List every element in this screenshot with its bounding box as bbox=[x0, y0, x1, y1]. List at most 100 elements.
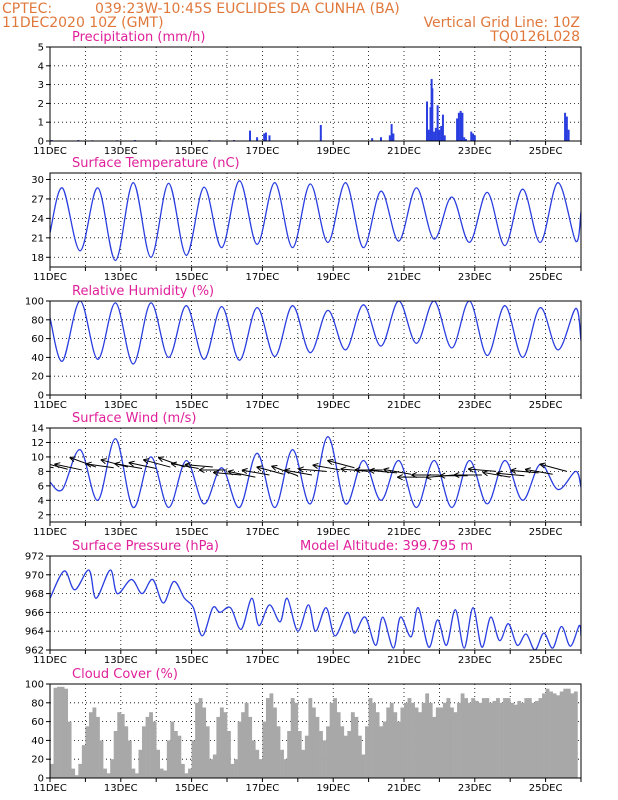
cloud-bar bbox=[442, 702, 447, 778]
wind-arrow bbox=[312, 462, 341, 471]
pressure-ytick-label: 972 bbox=[25, 552, 44, 563]
cloud-bar bbox=[421, 702, 426, 778]
cloud-bar bbox=[326, 726, 330, 778]
cloud-bar bbox=[166, 740, 171, 778]
cloud-bar bbox=[411, 702, 415, 778]
cloud-bar bbox=[510, 702, 515, 778]
precip-xtick-label: 19DEC bbox=[316, 146, 350, 157]
precip-bar bbox=[434, 127, 437, 141]
cloud-bar bbox=[170, 721, 175, 778]
temp-xtick-label: 17DEC bbox=[246, 272, 280, 283]
wind-xtick-label: 25DEC bbox=[529, 527, 563, 538]
wind-ytick-label: 4 bbox=[38, 496, 44, 507]
cloud-bar bbox=[244, 702, 249, 778]
cloud-bar bbox=[517, 700, 522, 778]
temp-ytick-label: 21 bbox=[31, 233, 44, 244]
rh-ytick-label: 40 bbox=[31, 353, 44, 364]
cloud-bar bbox=[382, 721, 387, 778]
cloud-bar bbox=[60, 686, 65, 778]
cloud-bar bbox=[368, 698, 373, 778]
precip-bar bbox=[379, 137, 382, 141]
cloud-ytick-label: 20 bbox=[31, 755, 44, 766]
pressure-xtick-label: 11DEC bbox=[33, 655, 67, 666]
pressure-plot bbox=[50, 569, 581, 650]
wind-frame bbox=[49, 427, 582, 523]
cloud-bar bbox=[152, 721, 157, 778]
cloud-bar bbox=[117, 712, 122, 778]
precip-bar bbox=[268, 135, 271, 141]
temp-xtick-label: 19DEC bbox=[316, 272, 350, 283]
wind-arrow bbox=[170, 461, 199, 469]
cloud-xtick-label: 11DEC bbox=[33, 783, 67, 794]
cloud-bar bbox=[124, 726, 129, 778]
cloud-bar bbox=[297, 731, 302, 778]
wind-arrow bbox=[354, 466, 383, 473]
cloud-bar bbox=[488, 702, 493, 778]
cloud-bar bbox=[474, 700, 479, 778]
cloud-bar bbox=[248, 716, 253, 778]
header-source: CPTEC: bbox=[2, 1, 52, 17]
cloud-bar bbox=[527, 698, 532, 778]
cloud-bar bbox=[273, 707, 277, 778]
rh-plot bbox=[50, 301, 581, 365]
wind-arrow bbox=[50, 463, 68, 470]
cloud-bar bbox=[435, 707, 440, 778]
cloud-bar bbox=[127, 740, 132, 778]
wind-ytick-label: 14 bbox=[31, 424, 44, 435]
pressure-xtick-label: 13DEC bbox=[104, 655, 138, 666]
precip-bar bbox=[459, 110, 462, 141]
cloud-ytick-label: 0 bbox=[38, 774, 44, 785]
cloud-bar bbox=[404, 702, 408, 778]
cloud-bar bbox=[234, 759, 238, 778]
rh-series-line bbox=[50, 301, 581, 365]
cloud-bar bbox=[457, 702, 461, 778]
wind-ytick-label: 10 bbox=[31, 452, 44, 463]
cloud-xtick-label: 13DEC bbox=[104, 783, 138, 794]
cloud-bar bbox=[478, 702, 483, 778]
cloud-bar bbox=[333, 698, 338, 778]
cloud-bar bbox=[145, 716, 150, 778]
cloud-bar bbox=[294, 702, 299, 778]
wind-arrow bbox=[198, 466, 227, 473]
header-grid-note: Vertical Grid Line: 10Z bbox=[424, 15, 580, 31]
cloud-bar bbox=[534, 700, 539, 778]
cloud-bar bbox=[386, 707, 391, 778]
rh-xtick-label: 17DEC bbox=[246, 400, 280, 411]
cloud-bar bbox=[357, 735, 362, 778]
rh-ytick-label: 20 bbox=[31, 372, 44, 383]
cloud-bar bbox=[347, 731, 352, 778]
cloud-xtick-label: 21DEC bbox=[387, 783, 421, 794]
cloud-bar bbox=[78, 763, 83, 778]
cloud-bar bbox=[524, 698, 529, 778]
cloud-bar bbox=[304, 735, 309, 778]
wind-arrow bbox=[227, 469, 256, 478]
cloud-bar bbox=[496, 698, 500, 778]
cloud-bar bbox=[163, 770, 168, 778]
cloud-bar bbox=[258, 759, 263, 778]
wind-xtick-label: 15DEC bbox=[175, 527, 209, 538]
cloud-bar bbox=[50, 763, 54, 778]
wind-arrow bbox=[411, 471, 440, 479]
cloud-bar bbox=[319, 731, 323, 778]
precip-ytick-label: 4 bbox=[38, 61, 44, 72]
cloud-bar bbox=[131, 768, 136, 778]
wind-title: Surface Wind (m/s) bbox=[72, 411, 196, 426]
cloud-bar bbox=[113, 731, 118, 778]
pressure-ytick-label: 962 bbox=[25, 646, 44, 657]
cloud-bar bbox=[241, 712, 245, 778]
cloud-bar bbox=[308, 698, 313, 778]
pressure-xtick-label: 17DEC bbox=[246, 655, 280, 666]
temp-ytick-label: 27 bbox=[31, 194, 44, 205]
cloud-bar bbox=[209, 759, 214, 778]
precip-bar bbox=[256, 137, 259, 141]
cloud-bar bbox=[350, 712, 355, 778]
precip-bar bbox=[392, 133, 395, 141]
cloud-bar bbox=[372, 702, 376, 778]
precip-bar bbox=[457, 112, 460, 141]
cloud-ytick-label: 80 bbox=[31, 698, 44, 709]
cloud-bar bbox=[379, 726, 384, 778]
cloud-ytick-label: 40 bbox=[31, 736, 44, 747]
cloud-bar bbox=[432, 716, 437, 778]
cloud-bar bbox=[538, 698, 543, 778]
